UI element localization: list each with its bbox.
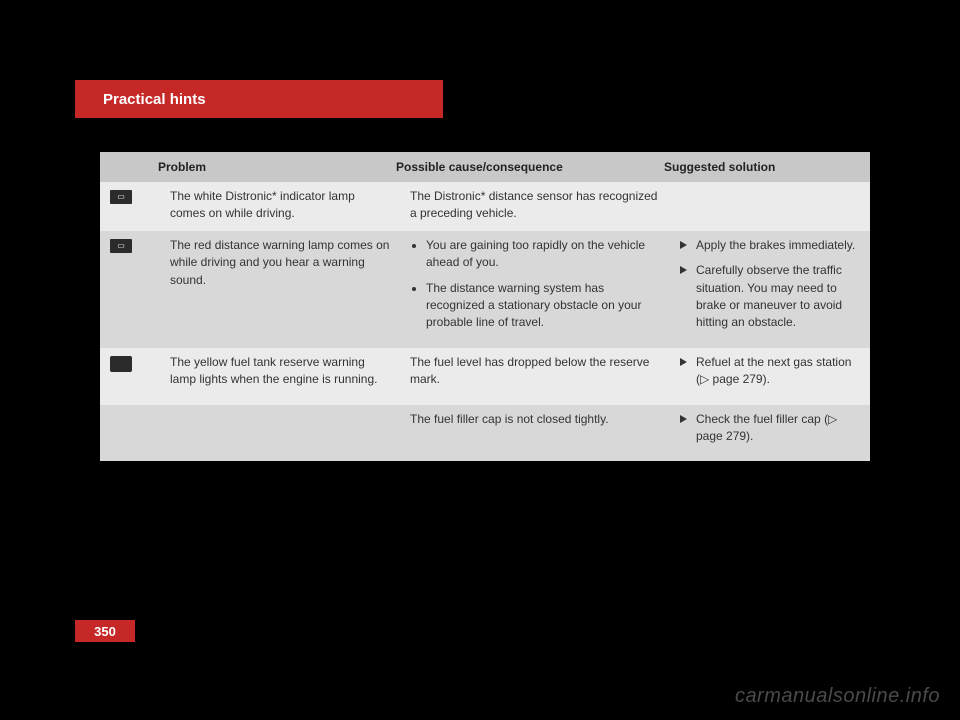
table-row: ▭ The red distance warning lamp comes on… — [100, 231, 870, 348]
table-row: The yellow fuel tank reserve warning lam… — [100, 348, 870, 405]
watermark-text: carmanualsonline.info — [735, 685, 940, 708]
cause-cell: The fuel level has dropped below the res… — [400, 348, 670, 405]
cause-item: The distance warning system has recogniz… — [426, 280, 660, 332]
warning-lamp-icon-cell — [100, 348, 160, 405]
fuel-reserve-icon — [110, 356, 132, 372]
col-cause-header: Possible cause/consequence — [386, 152, 654, 182]
col-problem-header: Problem — [158, 152, 386, 182]
table-row: ▭ The white Distronic* indicator lamp co… — [100, 182, 870, 231]
solution-cell — [670, 182, 870, 231]
section-title: Practical hints — [103, 91, 206, 108]
table-row: The fuel filler cap is not closed tightl… — [100, 405, 870, 462]
col-solution-header: Suggested solution — [654, 152, 870, 182]
solution-cell: Check the fuel filler cap (▷ page 279). — [670, 405, 870, 462]
col-icon-spacer — [100, 152, 158, 182]
page-number-badge: 350 — [75, 620, 135, 642]
solution-list: Apply the brakes immediately. Carefully … — [680, 237, 860, 332]
problem-cell: The yellow fuel tank reserve warning lam… — [160, 348, 400, 405]
warning-lamp-icon-cell: ▭ — [100, 231, 160, 348]
section-header-bar: Practical hints — [75, 80, 443, 118]
solution-cell: Refuel at the next gas station (▷ page 2… — [670, 348, 870, 405]
warning-lamp-icon-cell: ▭ — [100, 182, 160, 231]
cause-item: You are gaining too rapidly on the vehic… — [426, 237, 660, 272]
cause-list: You are gaining too rapidly on the vehic… — [410, 237, 660, 332]
solution-item: Carefully observe the traffic situation.… — [680, 262, 860, 332]
troubleshoot-table: Problem Possible cause/consequence Sugge… — [100, 152, 870, 461]
problem-cell: The red distance warning lamp comes on w… — [160, 231, 400, 348]
table-header-row: Problem Possible cause/consequence Sugge… — [100, 152, 870, 182]
problem-cell: The white Distronic* indicator lamp come… — [160, 182, 400, 231]
solution-item: Apply the brakes immediately. — [680, 237, 860, 254]
distronic-white-icon: ▭ — [110, 190, 132, 204]
solution-item: Check the fuel filler cap (▷ page 279). — [680, 411, 860, 446]
cause-cell: You are gaining too rapidly on the vehic… — [400, 231, 670, 348]
solution-list: Check the fuel filler cap (▷ page 279). — [680, 411, 860, 446]
cause-cell: The Distronic* distance sensor has recog… — [400, 182, 670, 231]
distance-red-icon: ▭ — [110, 239, 132, 253]
manual-page: Practical hints Problem Possible cause/c… — [0, 0, 960, 720]
solution-list: Refuel at the next gas station (▷ page 2… — [680, 354, 860, 389]
cause-cell: The fuel filler cap is not closed tightl… — [400, 405, 670, 462]
solution-cell: Apply the brakes immediately. Carefully … — [670, 231, 870, 348]
problem-cell — [160, 405, 400, 462]
page-number: 350 — [94, 624, 116, 639]
solution-item: Refuel at the next gas station (▷ page 2… — [680, 354, 860, 389]
warning-lamp-icon-cell — [100, 405, 160, 462]
